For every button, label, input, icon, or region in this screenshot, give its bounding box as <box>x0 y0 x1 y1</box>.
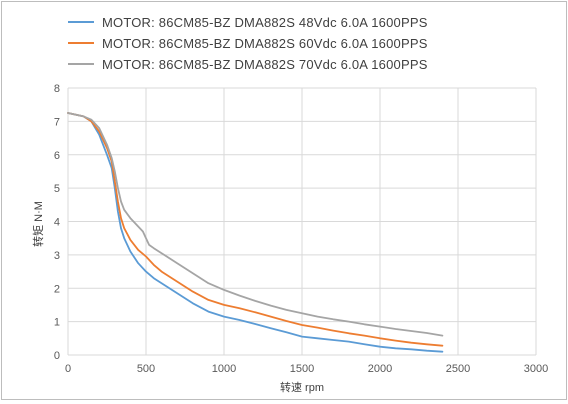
y-tick-label: 7 <box>54 116 60 128</box>
torque-speed-chart: 0 1 2 3 4 5 6 7 8 0 500 1000 1500 2000 2500 3000 MOTOR… <box>31 15 548 394</box>
y-tick-labels: 0 1 2 3 4 5 6 7 8 <box>54 83 60 362</box>
y-tick-label: 6 <box>54 150 60 162</box>
x-axis-title: 转速 rpm <box>280 380 324 394</box>
grid-lines <box>67 87 537 356</box>
y-tick-label: 8 <box>54 83 60 95</box>
x-tick-label: 2500 <box>446 363 470 375</box>
x-tick-label: 500 <box>137 363 155 375</box>
y-axis-title: 转矩 N·M <box>31 201 45 247</box>
y-tick-label: 0 <box>54 350 60 362</box>
x-tick-label: 3000 <box>524 363 548 375</box>
legend-label-1: MOTOR: 86CM85-BZ DMA882S 48Vdc 6.0A 1600… <box>102 15 428 30</box>
series-line-2 <box>67 112 444 347</box>
y-tick-label: 3 <box>54 250 60 262</box>
x-tick-labels: 0 500 1000 1500 2000 2500 3000 <box>65 363 548 375</box>
y-tick-label: 1 <box>54 317 60 329</box>
legend-label-3: MOTOR: 86CM85-BZ DMA882S 70Vdc 6.0A 1600… <box>102 57 428 72</box>
x-tick-label: 1000 <box>212 363 236 375</box>
x-tick-label: 0 <box>65 363 71 375</box>
y-tick-label: 5 <box>54 183 60 195</box>
series-lines <box>67 112 444 353</box>
x-tick-label: 1500 <box>290 363 314 375</box>
y-tick-label: 4 <box>54 217 60 229</box>
legend: MOTOR: 86CM85-BZ DMA882S 48Vdc 6.0A 1600… <box>68 15 428 72</box>
x-tick-label: 2000 <box>368 363 392 375</box>
series-line-1 <box>67 112 444 353</box>
series-line-3 <box>67 112 444 337</box>
y-tick-label: 2 <box>54 283 60 295</box>
legend-label-2: MOTOR: 86CM85-BZ DMA882S 60Vdc 6.0A 1600… <box>102 36 428 51</box>
